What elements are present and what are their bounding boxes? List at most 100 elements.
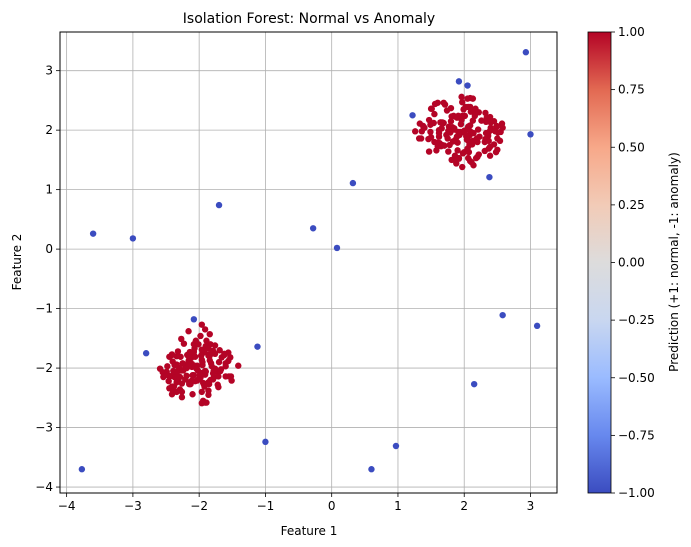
normal-point [191,377,199,385]
normal-point [178,394,186,401]
normal-point [461,112,469,120]
x-tick-label: −1 [257,499,275,513]
anomaly-point [349,179,357,187]
y-tick-label: 3 [45,64,53,78]
normal-point [164,372,172,379]
normal-point [189,391,196,398]
normal-point [211,342,219,349]
normal-point [486,152,494,159]
normal-point [443,107,451,114]
normal-point [165,377,172,385]
y-tick-label: −3 [35,421,53,435]
normal-point [222,373,229,380]
normal-point [476,133,483,140]
colorbar-tick-label: −0.75 [618,428,655,442]
normal-point [178,335,185,343]
normal-point [173,368,180,375]
y-tick-label: 0 [45,242,53,256]
normal-point [164,363,171,370]
normal-point [217,366,225,373]
chart-title: Isolation Forest: Normal vs Anomaly [183,11,435,27]
normal-point [430,119,437,127]
anomaly-series [78,49,541,473]
anomaly-point [499,311,506,319]
normal-point [427,134,435,141]
normal-point [228,377,235,384]
anomaly-point [455,78,463,85]
normal-point [198,346,206,353]
grid-lines [60,32,557,493]
plot-frame [59,31,558,494]
anomaly-point [262,438,269,446]
normal-point [200,380,207,388]
normal-point [201,326,209,333]
normal-point [440,99,447,106]
normal-point [179,360,186,367]
normal-point [448,156,455,164]
normal-point [411,128,419,135]
normal-point [469,95,477,102]
normal-point [474,126,482,133]
normal-point [186,348,194,356]
colorbar-tick-label: 0.75 [618,83,645,97]
normal-point [180,367,187,374]
anomaly-point [129,235,137,242]
normal-point [474,138,481,146]
normal-series [156,93,506,407]
normal-point [431,110,438,118]
normal-point [428,105,435,112]
normal-point [182,376,189,383]
y-axis-label: Feature 2 [10,234,24,291]
anomaly-point [368,466,375,473]
normal-point [205,391,212,399]
normal-point [215,383,222,391]
normal-point [482,109,489,117]
normal-point [198,321,206,328]
normal-point [465,103,472,111]
colorbar-tick-label: 0.25 [618,198,645,212]
normal-point [478,117,485,124]
normal-point [493,122,500,130]
anomaly-point [333,244,341,252]
normal-point [211,365,219,372]
normal-point [198,388,206,396]
colorbar-tick-label: 1.00 [618,25,645,39]
anomaly-point [527,131,534,138]
y-tick-label: −1 [35,302,53,316]
x-axis-ticks: −4 −3 −2 −1 0 1 2 3 [58,493,535,513]
colorbar-tick-label: 0.00 [618,256,645,270]
normal-point [475,109,483,116]
normal-point [486,113,494,121]
colorbar-ticks: 1.00 0.75 0.50 0.25 0.00 −0.25 −0.50 −0.75 −1.00 [611,25,655,500]
x-axis-label: Feature 1 [281,524,338,538]
normal-point [215,373,222,380]
x-tick-label: 1 [394,499,402,513]
normal-point [438,125,445,132]
normal-point [486,127,494,134]
colorbar-tick-label: −1.00 [618,486,655,500]
normal-point [431,100,439,108]
x-tick-label: −2 [190,499,208,513]
normal-point [455,154,463,162]
anomaly-point [464,82,471,89]
normal-point [445,148,452,155]
x-tick-label: 3 [527,499,535,513]
anomaly-point [522,49,530,56]
normal-point [434,143,441,150]
normal-point [440,119,447,127]
anomaly-point [533,322,541,330]
colorbar [587,31,612,494]
normal-point [173,361,180,368]
normal-point [221,351,228,359]
normal-point [482,137,490,144]
normal-point [193,365,200,372]
anomaly-point [142,350,150,357]
anomaly-point [486,173,493,181]
normal-point [205,345,212,352]
x-tick-label: 0 [328,499,336,513]
anomaly-point [392,442,400,450]
normal-point [174,348,182,355]
x-tick-label: 2 [460,499,468,513]
normal-point [206,330,213,338]
